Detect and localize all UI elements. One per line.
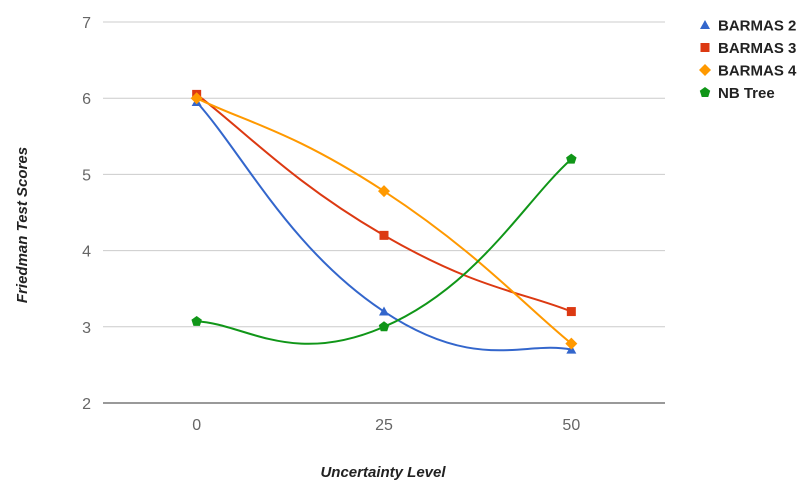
y-tick-label: 3 [82, 320, 91, 337]
data-point[interactable] [566, 307, 576, 317]
data-point[interactable] [378, 185, 390, 198]
data-point[interactable] [190, 92, 203, 105]
x-tick-label: 50 [562, 417, 580, 434]
legend-label: BARMAS 4 [718, 63, 797, 80]
x-axis-title: Uncertainty Level [320, 464, 446, 481]
legend-item[interactable]: NB Tree [699, 85, 775, 102]
legend-label: BARMAS 3 [718, 40, 796, 57]
y-tick-label: 5 [82, 167, 91, 184]
y-tick-label: 2 [82, 396, 91, 413]
legend-label: NB Tree [718, 85, 775, 102]
legend-marker-icon[interactable] [700, 20, 710, 29]
data-point[interactable] [379, 230, 389, 240]
x-tick-label: 0 [192, 417, 201, 434]
y-tick-label: 4 [82, 244, 91, 261]
legend-item[interactable]: BARMAS 2 [700, 18, 796, 35]
legend-item[interactable]: BARMAS 4 [699, 63, 797, 80]
series-barmas-4 [190, 92, 578, 350]
data-point[interactable] [566, 153, 577, 164]
data-point[interactable] [565, 337, 578, 350]
series-line[interactable] [196, 93, 572, 313]
legend-item[interactable]: BARMAS 3 [700, 40, 797, 57]
y-tick-label: 7 [82, 15, 91, 32]
y-tick-label: 6 [82, 91, 91, 108]
legend-marker-icon[interactable] [699, 87, 711, 97]
data-point[interactable] [379, 306, 389, 316]
legend[interactable]: BARMAS 2 BARMAS 3 BARMAS 4 NB Tree [699, 18, 797, 103]
data-point[interactable] [378, 321, 390, 332]
data-point[interactable] [191, 315, 202, 326]
y-axis-title: Friedman Test Scores [14, 147, 31, 303]
legend-marker-icon[interactable] [700, 43, 710, 52]
series-barmas-3 [192, 89, 576, 317]
legend-label: BARMAS 2 [718, 18, 796, 35]
series [190, 89, 578, 354]
gridlines [103, 21, 665, 404]
axes: 2 3 4 5 6 7 0 25 50 [82, 15, 580, 434]
x-tick-label: 25 [375, 417, 393, 434]
series-nb-tree [191, 153, 577, 345]
legend-marker-icon[interactable] [699, 64, 711, 76]
series-barmas-2 [191, 97, 577, 354]
